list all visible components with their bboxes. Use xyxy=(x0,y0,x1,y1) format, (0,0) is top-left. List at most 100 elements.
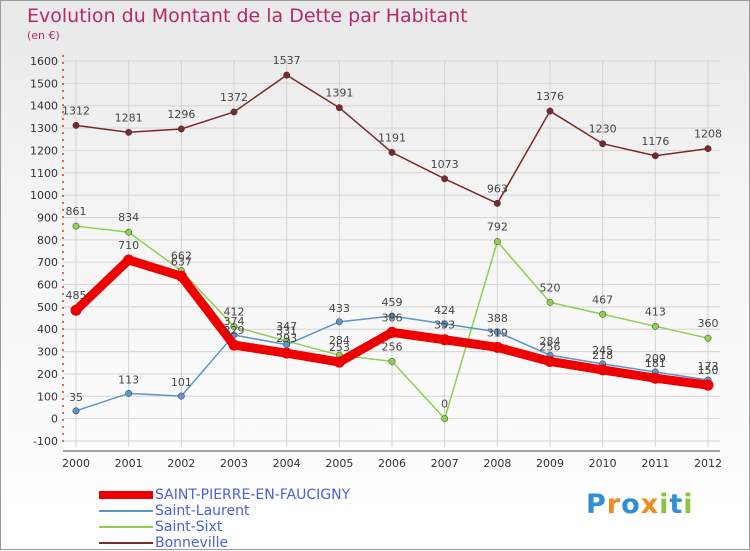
data-point-saint-sixt xyxy=(441,415,449,423)
data-label-saint-pierre-en-faucigny: 710 xyxy=(118,239,139,252)
y-tick-label: 200 xyxy=(37,368,58,381)
data-label-saint-sixt: 834 xyxy=(118,211,139,224)
data-label-saint-sixt: 256 xyxy=(382,340,403,353)
x-tick-label: 2012 xyxy=(694,457,722,470)
unit-label: (en €) xyxy=(27,29,60,42)
data-label-bonneville: 1176 xyxy=(641,135,669,148)
data-point-bonneville xyxy=(283,71,291,79)
data-point-saint-pierre-en-faucigny xyxy=(175,270,187,282)
data-point-saint-laurent xyxy=(441,320,449,328)
data-point-saint-pierre-en-faucigny xyxy=(386,326,398,338)
data-point-saint-laurent xyxy=(72,407,80,415)
data-point-saint-sixt xyxy=(72,222,80,230)
legend-swatch-saint-sixt xyxy=(99,526,153,528)
data-label-saint-laurent: 245 xyxy=(592,344,613,357)
data-label-bonneville: 1296 xyxy=(167,108,195,121)
data-label-saint-sixt: 0 xyxy=(441,398,448,411)
x-tick-label: 2006 xyxy=(378,457,406,470)
x-tick-label: 2000 xyxy=(62,457,90,470)
x-tick-label: 2009 xyxy=(536,457,564,470)
legend: SAINT-PIERRE-EN-FAUCIGNY Saint-Laurent S… xyxy=(97,487,350,551)
data-point-bonneville xyxy=(704,145,712,153)
data-point-saint-sixt xyxy=(546,298,554,306)
data-point-saint-pierre-en-faucigny xyxy=(702,379,714,391)
legend-label: Bonneville xyxy=(155,535,229,551)
data-label-saint-pierre-en-faucigny: 637 xyxy=(171,255,192,268)
data-label-saint-pierre-en-faucigny: 181 xyxy=(645,357,666,370)
data-label-saint-pierre-en-faucigny: 329 xyxy=(224,324,245,337)
data-label-saint-laurent: 173 xyxy=(698,360,719,373)
data-label-saint-sixt: 360 xyxy=(698,317,719,330)
data-label-bonneville: 963 xyxy=(487,182,508,195)
data-point-saint-sixt xyxy=(599,310,607,318)
y-tick-label: 700 xyxy=(37,256,58,269)
data-label-saint-sixt: 520 xyxy=(540,281,561,294)
y-tick-label: 900 xyxy=(37,211,58,224)
data-label-saint-laurent: 209 xyxy=(645,352,666,365)
data-point-bonneville xyxy=(493,199,501,207)
legend-label: Saint-Sixt xyxy=(155,519,223,535)
legend-item-saint-sixt[interactable]: Saint-Sixt xyxy=(97,519,350,535)
data-label-saint-pierre-en-faucigny: 353 xyxy=(434,319,455,332)
data-label-saint-pierre-en-faucigny: 293 xyxy=(276,332,297,345)
y-tick-label: 1600 xyxy=(30,55,58,68)
y-tick-label: 400 xyxy=(37,323,58,336)
data-label-saint-sixt: 412 xyxy=(224,306,245,319)
legend-swatch-saint-pierre xyxy=(99,491,153,499)
data-label-saint-pierre-en-faucigny: 218 xyxy=(592,349,613,362)
x-tick-label: 2010 xyxy=(589,457,617,470)
logo-letter: o xyxy=(621,489,641,520)
data-point-saint-laurent xyxy=(388,312,396,320)
logo-letter: t xyxy=(669,489,684,520)
data-label-saint-pierre-en-faucigny: 150 xyxy=(698,364,719,377)
data-point-saint-sixt xyxy=(704,334,712,342)
data-label-saint-pierre-en-faucigny: 386 xyxy=(382,311,403,324)
data-label-bonneville: 1372 xyxy=(220,91,248,104)
y-tick-label: 1000 xyxy=(30,189,58,202)
data-label-saint-laurent: 433 xyxy=(329,302,350,315)
data-point-bonneville xyxy=(546,107,554,115)
x-tick-label: 2008 xyxy=(483,457,511,470)
data-point-saint-pierre-en-faucigny xyxy=(544,355,556,367)
data-point-saint-pierre-en-faucigny xyxy=(439,334,451,346)
data-label-saint-sixt: 662 xyxy=(171,250,192,263)
legend-item-saint-pierre[interactable]: SAINT-PIERRE-EN-FAUCIGNY xyxy=(97,487,350,503)
y-tick-label: 100 xyxy=(37,390,58,403)
y-tick-label: 800 xyxy=(37,234,58,247)
data-label-saint-laurent: 284 xyxy=(540,335,561,348)
data-label-saint-laurent: 459 xyxy=(382,296,403,309)
x-tick-label: 2004 xyxy=(273,457,301,470)
legend-swatch-bonneville xyxy=(99,542,153,544)
legend-label: SAINT-PIERRE-EN-FAUCIGNY xyxy=(155,487,351,503)
data-label-bonneville: 1191 xyxy=(378,131,406,144)
data-point-bonneville xyxy=(599,140,607,148)
legend-item-bonneville[interactable]: Bonneville xyxy=(97,535,350,551)
data-point-saint-pierre-en-faucigny xyxy=(491,341,503,353)
logo-letter: P xyxy=(586,489,607,520)
y-tick-label: 1100 xyxy=(30,167,58,180)
data-point-saint-pierre-en-faucigny xyxy=(228,339,240,351)
x-tick-label: 2011 xyxy=(641,457,669,470)
data-label-bonneville: 1230 xyxy=(589,123,617,136)
data-label-saint-sixt: 792 xyxy=(487,221,508,234)
y-tick-label: 600 xyxy=(37,279,58,292)
data-point-saint-pierre-en-faucigny xyxy=(281,347,293,359)
legend-label: Saint-Laurent xyxy=(155,503,250,519)
y-tick-label: 500 xyxy=(37,301,58,314)
logo-letter: x xyxy=(640,489,660,520)
y-tick-label: 1500 xyxy=(30,77,58,90)
data-label-saint-pierre-en-faucigny: 485 xyxy=(66,289,87,302)
data-label-saint-laurent: 331 xyxy=(276,325,297,338)
data-label-bonneville: 1537 xyxy=(273,54,301,67)
data-label-bonneville: 1281 xyxy=(115,111,143,124)
data-label-saint-pierre-en-faucigny: 256 xyxy=(540,340,561,353)
data-label-saint-sixt: 347 xyxy=(276,320,297,333)
legend-item-saint-laurent[interactable]: Saint-Laurent xyxy=(97,503,350,519)
data-label-saint-laurent: 101 xyxy=(171,376,192,389)
data-point-saint-sixt xyxy=(493,238,501,246)
data-point-bonneville xyxy=(72,121,80,129)
data-point-saint-sixt xyxy=(388,357,396,365)
legend-swatch-saint-laurent xyxy=(99,510,153,512)
x-tick-label: 2002 xyxy=(167,457,195,470)
